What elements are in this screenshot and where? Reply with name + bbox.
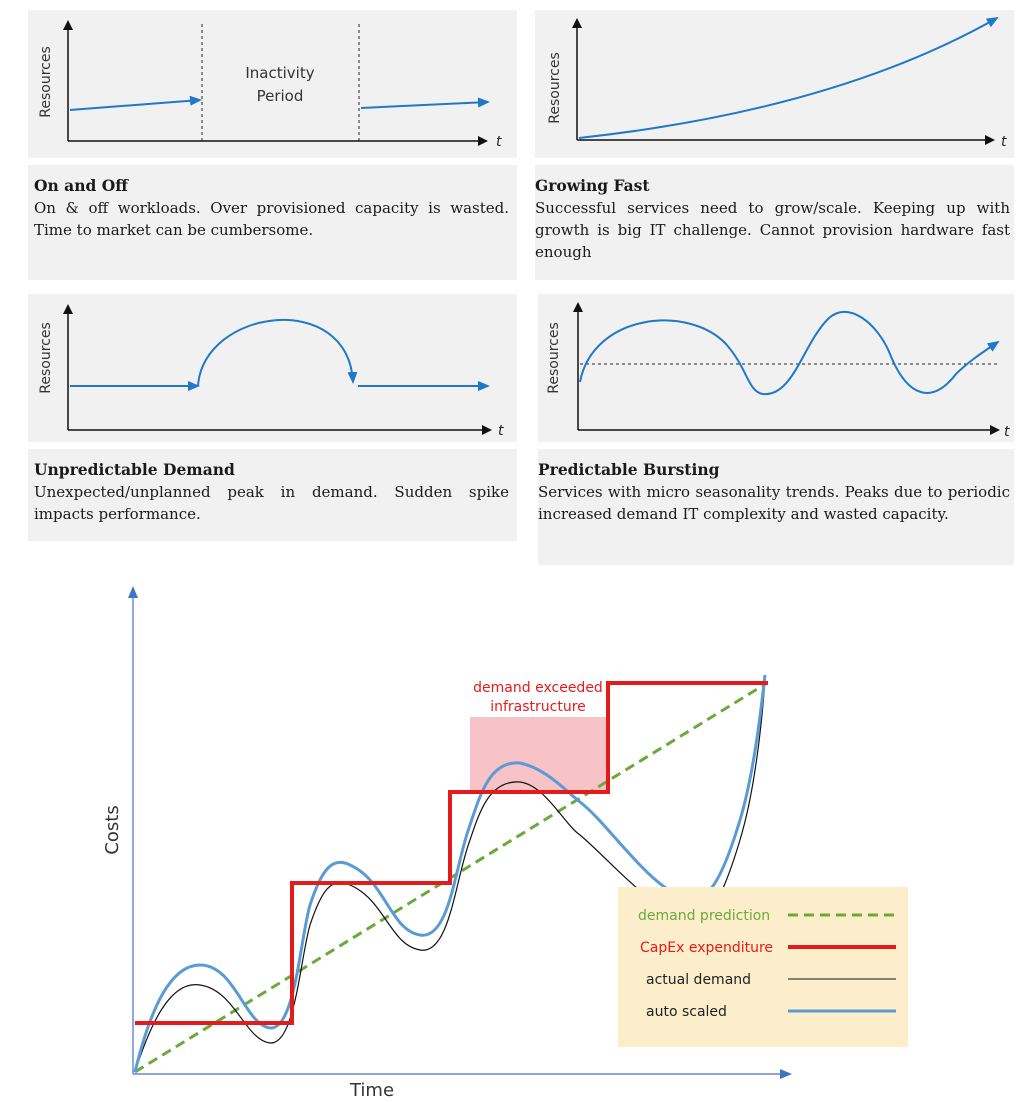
legend-label-capex: CapEx expenditure [640, 940, 773, 956]
caption-unpredictable: Unpredictable Demand Unexpected/unplanne… [28, 449, 517, 541]
caption-on-off: On and Off On & off workloads. Over prov… [28, 165, 517, 280]
inset-text-line-1: Inactivity [245, 64, 314, 82]
cost-chart: demand exceeded infrastructure Costs Tim… [102, 586, 908, 1101]
usage-arrow-1 [69, 95, 202, 111]
t-label: t [1004, 424, 1010, 440]
legend-label-actual-demand: actual demand [646, 972, 751, 988]
t-label: t [1001, 134, 1007, 150]
y-axis-label: Resources [38, 322, 54, 394]
panel-unpredictable-graph: Resources t [28, 294, 517, 442]
caption-title: Growing Fast [535, 176, 650, 195]
t-label: t [496, 134, 502, 150]
caption-bursting: Predictable Bursting Services with micro… [538, 449, 1014, 565]
annotation-line-1: demand exceeded [473, 680, 603, 696]
growing-graph: Resources t [547, 17, 1007, 150]
y-axis-label: Costs [102, 805, 123, 854]
on-off-graph: Resources t Inactivity Period [38, 20, 502, 150]
annotation-line-2: infrastructure [490, 699, 586, 715]
panel-bursting-graph: Resources t [538, 294, 1014, 442]
burst-wave [579, 311, 1000, 396]
y-axis-label: Resources [546, 322, 562, 394]
panel-growing-graph: Resources t [535, 10, 1014, 158]
capex-expenditure-line [135, 681, 768, 1025]
t-label: t [498, 423, 504, 439]
legend-label-auto-scaled: auto scaled [646, 1004, 727, 1020]
caption-title: Predictable Bursting [538, 460, 720, 479]
caption-description: Services with micro seasonality trends. … [538, 483, 1010, 523]
bursting-graph: Resources t [546, 302, 1010, 440]
panel-on-off-graph: Resources t Inactivity Period [28, 10, 517, 158]
caption-description: On & off workloads. Over provisioned cap… [34, 199, 509, 239]
demand-exceeded-highlight [470, 717, 608, 794]
usage-arrow-2 [360, 97, 490, 109]
caption-title: On and Off [34, 176, 128, 195]
growth-curve [578, 17, 999, 139]
caption-description: Unexpected/unplanned peak in demand. Sud… [34, 483, 509, 523]
caption-description: Successful services need to grow/scale. … [535, 199, 1010, 261]
caption-title: Unpredictable Demand [34, 460, 235, 479]
inset-text-line-2: Period [257, 87, 304, 105]
x-axis-label: Time [349, 1080, 394, 1101]
unpredictable-graph: Resources t [38, 304, 504, 439]
legend-label-demand-prediction: demand prediction [638, 908, 770, 924]
y-axis-label: Resources [547, 52, 563, 124]
y-axis-label: Resources [38, 46, 54, 118]
caption-growing: Growing Fast Successful services need to… [535, 165, 1014, 280]
spike-arc [197, 319, 358, 387]
